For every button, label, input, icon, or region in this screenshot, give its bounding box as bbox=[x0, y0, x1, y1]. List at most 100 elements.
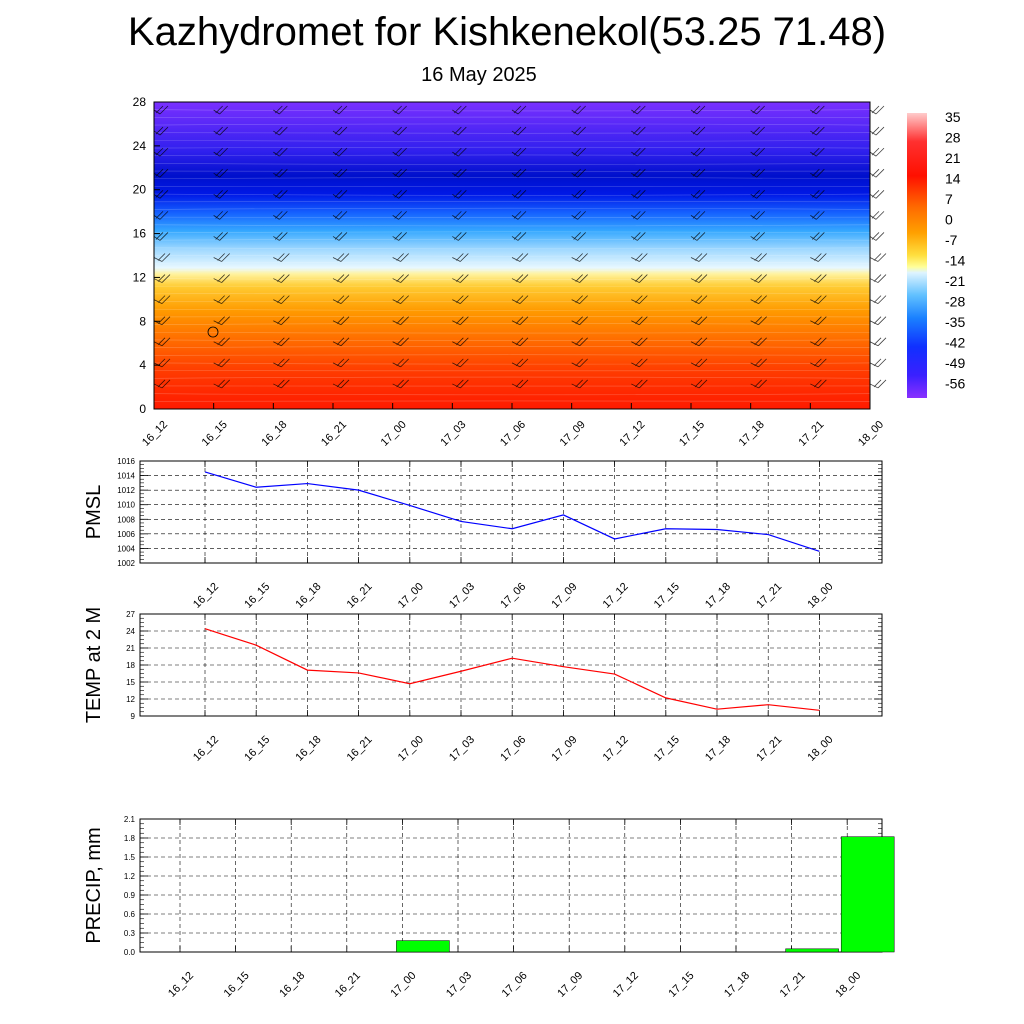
colorbar-label: -14 bbox=[945, 253, 965, 269]
x-tick-label: 17_21 bbox=[754, 734, 784, 764]
wind-barb bbox=[452, 379, 469, 389]
wind-barb bbox=[750, 168, 765, 178]
wind-barb bbox=[213, 211, 228, 220]
x-tick-label: 17_18 bbox=[703, 734, 733, 764]
x-tick-label: 16_18 bbox=[293, 581, 323, 611]
y-tick-label: 24 bbox=[126, 627, 135, 636]
contour-line bbox=[153, 177, 871, 180]
wind-barb bbox=[273, 232, 288, 241]
wind-barb bbox=[213, 105, 228, 115]
x-tick-label: 17_03 bbox=[447, 581, 477, 611]
wind-barb bbox=[392, 337, 409, 347]
wind-barb bbox=[631, 316, 648, 326]
wind-barb bbox=[750, 211, 765, 220]
wind-barb bbox=[869, 274, 887, 283]
wind-barb bbox=[571, 337, 588, 347]
y-tick-label: 0.0 bbox=[124, 948, 136, 957]
wind-barb bbox=[810, 147, 825, 157]
wind-barb bbox=[153, 253, 171, 262]
wind-barb bbox=[690, 337, 708, 347]
contour-line bbox=[153, 346, 871, 348]
wind-barb bbox=[631, 274, 648, 283]
wind-barb bbox=[631, 232, 646, 241]
wind-barb bbox=[452, 295, 469, 305]
colorbar-label: -56 bbox=[945, 376, 965, 392]
x-tick-label: 17_21 bbox=[778, 970, 808, 1000]
wind-barb bbox=[750, 147, 765, 157]
wind-barb bbox=[452, 190, 467, 199]
wind-barb bbox=[332, 316, 350, 326]
wind-barb bbox=[631, 190, 646, 199]
wind-barb bbox=[511, 337, 529, 347]
y-axis-label: PRECIP, mm bbox=[83, 827, 105, 943]
wind-barb bbox=[631, 168, 646, 178]
wind-barb bbox=[571, 379, 588, 389]
y-tick-label: 28 bbox=[133, 95, 147, 109]
wind-barb bbox=[810, 232, 825, 241]
x-tick-label: 17_18 bbox=[703, 581, 733, 611]
y-tick-label: 15 bbox=[126, 678, 135, 687]
wind-barb bbox=[750, 337, 767, 347]
wind-barb bbox=[273, 190, 288, 199]
wind-barb bbox=[690, 126, 706, 136]
x-tick-label: 17_09 bbox=[555, 970, 585, 1000]
wind-barb bbox=[153, 232, 169, 241]
wind-barb bbox=[511, 379, 529, 389]
wind-barb bbox=[392, 168, 407, 178]
y-tick-label: 20 bbox=[133, 183, 147, 197]
wind-barb bbox=[571, 253, 588, 262]
contour-line bbox=[153, 339, 871, 342]
wind-barb bbox=[273, 274, 290, 283]
colorbar-label: 35 bbox=[945, 109, 961, 125]
panel-frame bbox=[139, 818, 883, 953]
wind-barb bbox=[810, 105, 825, 115]
contour-line bbox=[153, 362, 871, 365]
wind-barb bbox=[571, 295, 588, 305]
contour-line bbox=[153, 231, 871, 233]
contour-line bbox=[153, 331, 871, 334]
wind-barb bbox=[332, 274, 350, 283]
wind-barb bbox=[869, 295, 887, 305]
wind-barb bbox=[511, 274, 529, 283]
contour-line bbox=[153, 193, 871, 196]
wind-barb bbox=[273, 337, 290, 347]
wind-barb bbox=[690, 316, 708, 326]
wind-barb bbox=[511, 168, 527, 178]
precip-bar bbox=[396, 940, 450, 953]
wind-barb bbox=[392, 105, 407, 115]
wind-barb bbox=[153, 126, 169, 136]
wind-barb bbox=[750, 379, 767, 389]
colorbar-fill bbox=[907, 113, 927, 398]
wind-barb bbox=[869, 358, 887, 368]
wind-barb bbox=[511, 316, 529, 326]
wind-barb bbox=[810, 253, 827, 262]
y-tick-label: 0 bbox=[139, 402, 146, 416]
wind-barb bbox=[332, 147, 348, 157]
x-tick-label: 16_15 bbox=[222, 970, 252, 1000]
y-tick-label: 8 bbox=[139, 314, 146, 328]
wind-barb bbox=[810, 316, 827, 326]
y-tick-label: 1.5 bbox=[124, 853, 136, 862]
wind-barb bbox=[452, 126, 467, 136]
contour-line bbox=[153, 146, 871, 149]
wind-barb bbox=[511, 105, 527, 115]
precip-panel: 0.0 0.3 0.6 0.9 1.2 1.5 1.8 2.1 16_12 16_15 16_18 1… bbox=[83, 815, 895, 1000]
wind-barb bbox=[869, 168, 885, 178]
y-tick-label: 0.3 bbox=[124, 929, 136, 938]
wind-barb bbox=[869, 253, 887, 262]
x-tick-label: 17_18 bbox=[722, 970, 752, 1000]
wind-barb bbox=[631, 337, 648, 347]
wind-barb bbox=[810, 274, 827, 283]
wind-barb bbox=[332, 211, 348, 220]
wind-barb bbox=[273, 358, 290, 368]
wind-barb bbox=[332, 232, 348, 241]
wind-barb bbox=[571, 147, 586, 157]
wind-barb bbox=[869, 126, 885, 136]
y-axis-label: TEMP at 2 M bbox=[83, 607, 105, 723]
wind-barb bbox=[213, 379, 230, 389]
x-tick-label: 17_12 bbox=[611, 970, 641, 1000]
wind-barb bbox=[571, 274, 588, 283]
wind-barb bbox=[631, 126, 646, 136]
wind-barb bbox=[869, 337, 887, 347]
precip-bar bbox=[785, 948, 839, 953]
